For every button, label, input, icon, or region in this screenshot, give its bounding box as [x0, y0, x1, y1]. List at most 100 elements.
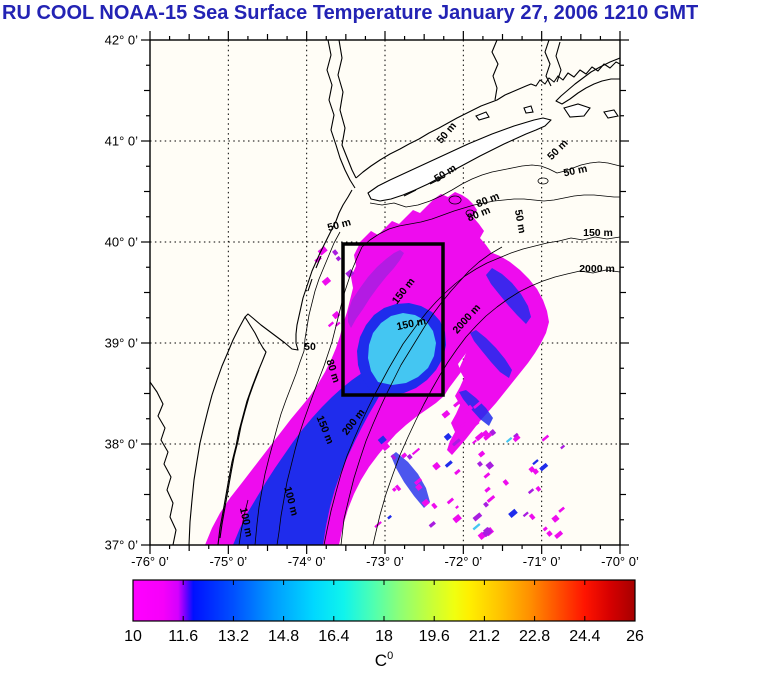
- sst-speckle: [454, 468, 461, 476]
- colorbar-bar: [132, 579, 636, 622]
- survey-box: [341, 242, 445, 397]
- narragansett-bay-east: [555, 41, 562, 83]
- sst-speckle: [390, 454, 397, 461]
- nj-barrier-beach-2: [307, 278, 313, 292]
- sst-speckle: [345, 268, 355, 279]
- colorbar-tick-label: 22.8: [519, 628, 550, 645]
- axes-layer: 42° 0’ 41° 0’ 40° 0’ 39° 0’ 38° 0’ 37° 0’-76°…: [105, 31, 639, 569]
- colorbar-tick-label: 26: [626, 628, 644, 645]
- sst-blue-streak-below-box: [391, 452, 430, 508]
- sst-warm-eddy-cyan: [368, 313, 436, 385]
- sst-speckle: [558, 506, 565, 513]
- hudson-river-west-bank: [326, 40, 356, 189]
- sst-speckle: [415, 483, 423, 491]
- lat-axis-label: 42° 0’: [105, 33, 139, 48]
- depth-label: 2000 m: [579, 263, 615, 275]
- sst-speckle: [377, 435, 387, 445]
- marthas-vineyard-island: [563, 103, 591, 118]
- sst-speckle: [502, 479, 510, 486]
- depth-contour-150m: [323, 236, 620, 545]
- chesapeake-bay-east-shore: [188, 316, 246, 545]
- sst-speckle: [421, 498, 430, 507]
- bathymetry-contours: [238, 161, 620, 545]
- sst-purple-streak-upper: [348, 250, 404, 328]
- sst-speckle: [489, 429, 497, 436]
- sst-speckle: [513, 432, 519, 439]
- fishers-island: [475, 111, 490, 121]
- colorbar-tick-label: 14.8: [268, 628, 299, 645]
- sst-speckle: [414, 477, 423, 486]
- sst-east-blue-streak-1: [486, 268, 531, 324]
- sst-speckle: [406, 453, 413, 460]
- long-island: [367, 117, 552, 202]
- sst-speckle: [441, 409, 451, 419]
- colorbar-tick-label: 18: [375, 628, 393, 645]
- lon-axis-label: -71° 0’: [523, 554, 561, 569]
- lon-axis-label: -75° 0’: [209, 554, 247, 569]
- sst-speckle: [532, 459, 539, 466]
- colorbar-tick-label: 19.6: [419, 628, 450, 645]
- sst-speckle: [513, 436, 519, 442]
- depth-label: 50 m: [326, 216, 352, 234]
- sst-speckle: [428, 521, 436, 528]
- connecticut-river: [491, 40, 499, 101]
- sst-speckle: [476, 461, 483, 468]
- colorbar: 10 11.6 13.2 14.8 16.4 18 19.6 21.2 22.8 24.4 26 C0: [124, 579, 644, 670]
- sst-speckle: [443, 432, 452, 441]
- depth-label: 50: [304, 341, 316, 353]
- lon-axis-label: -70° 0’: [601, 554, 639, 569]
- sst-speckle: [452, 513, 462, 524]
- nj-barrier-beach-1: [315, 255, 322, 269]
- nantucket-island: [603, 109, 619, 119]
- lon-axis-label: -76° 0’: [131, 554, 169, 569]
- depth-contour-50m-loop-3: [465, 209, 475, 217]
- sst-swath-main-blue-core: [233, 356, 404, 545]
- lon-axis-label: -73° 0’: [366, 554, 404, 569]
- sst-speckle: [528, 513, 536, 521]
- sst-speckle: [474, 431, 485, 442]
- depth-contour-100m-nearshore: [238, 499, 249, 545]
- sst-speckle: [432, 461, 441, 471]
- sst-speckle: [532, 468, 539, 475]
- sst-speckle: [455, 505, 459, 510]
- lat-axis-label: 40° 0’: [105, 235, 139, 250]
- sst-speckle: [477, 531, 486, 540]
- coastline-layer: [150, 40, 620, 545]
- sst-speckle: [542, 526, 548, 532]
- sst-speckle: [472, 523, 481, 531]
- lat-axis-label: 37° 0’: [105, 538, 139, 553]
- block-island: [523, 105, 534, 114]
- sst-east-blue-streak-2: [470, 330, 512, 378]
- lat-axis-label: 39° 0’: [105, 336, 139, 351]
- depth-contour-50m-loop-1: [448, 195, 462, 205]
- sst-swath-layer: [205, 192, 566, 545]
- li-south-beach-2: [429, 176, 445, 185]
- sst-speckle: [505, 436, 513, 443]
- depth-label: 50 m: [512, 209, 528, 235]
- sst-speckle: [331, 310, 341, 320]
- narragansett-bay-west: [544, 40, 552, 87]
- sst-speckle: [483, 501, 489, 508]
- depth-contour-50m-south: [254, 231, 341, 545]
- sst-speckle: [431, 502, 438, 510]
- sst-speckle: [484, 486, 491, 493]
- hudson-river-east-bank: [337, 40, 357, 179]
- lat-axis-label: 38° 0’: [105, 437, 139, 452]
- depth-contour-2000m: [372, 269, 620, 545]
- colorbar-tick-label: 24.4: [569, 628, 600, 645]
- sst-speckle: [391, 487, 397, 492]
- sst-speckle: [332, 249, 339, 256]
- sst-speckle: [473, 419, 480, 426]
- colorbar-tick-label: 11.6: [168, 628, 198, 645]
- sst-speckle: [508, 508, 518, 519]
- sst-speckle: [522, 511, 529, 518]
- page-title: RU COOL NOAA-15 Sea Surface Temperature …: [2, 2, 699, 24]
- sst-speckle: [401, 452, 408, 459]
- depth-contour-50m-loop-2: [537, 177, 549, 185]
- sst-speckle: [486, 495, 496, 503]
- sst-speckle: [483, 472, 491, 479]
- colorbar-tick-label: 16.4: [318, 628, 349, 645]
- colorbar-unit-label: C0: [375, 650, 393, 670]
- connecticut-coast: [355, 61, 620, 179]
